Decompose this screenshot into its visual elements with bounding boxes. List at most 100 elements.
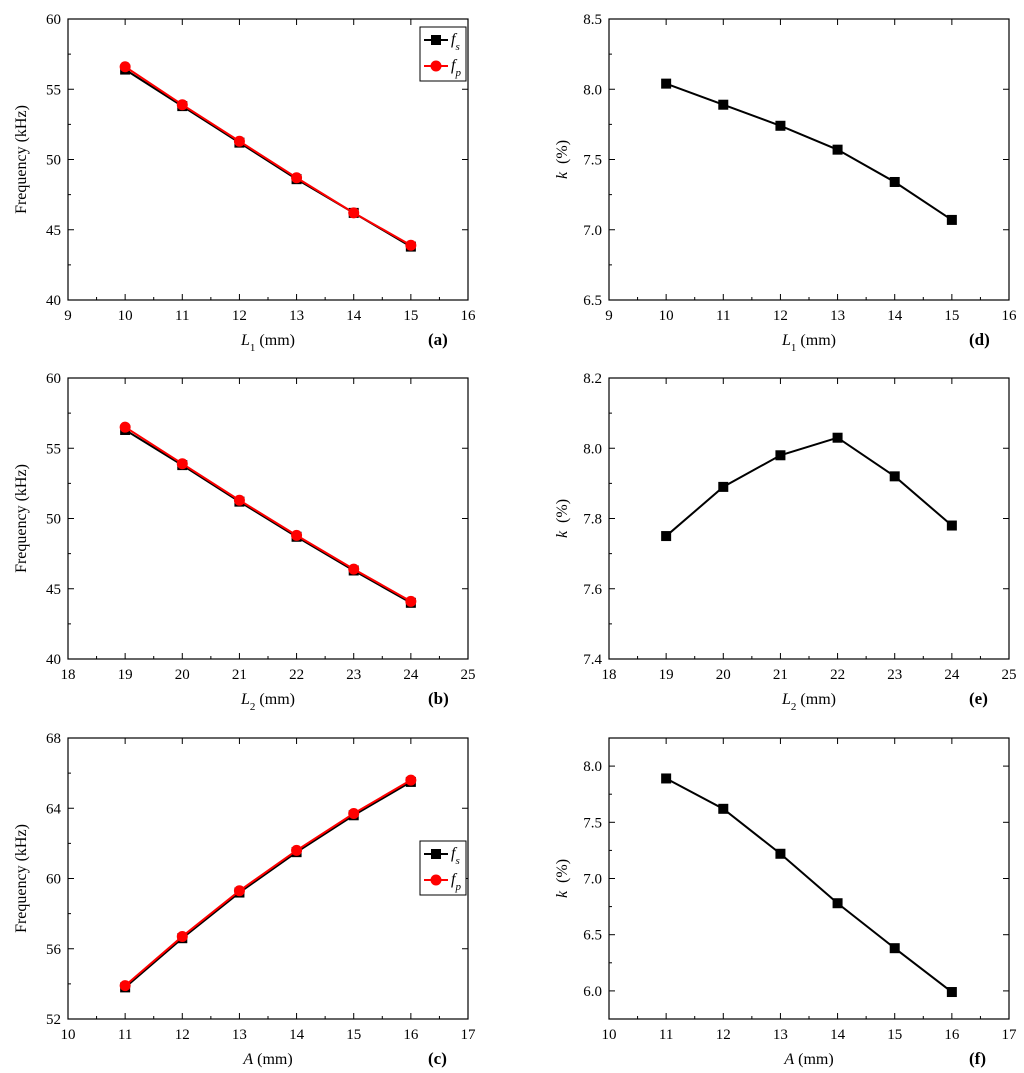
y-axis-title: Frequency (kHz) [13,464,30,573]
y-tick-label: 7.8 [583,512,602,528]
data-point-k [718,481,729,492]
y-tick-label: 64 [46,801,62,817]
x-tick-label: 17 [1002,1027,1018,1043]
y-tick-label: 68 [46,731,61,747]
x-tick-label: 15 [887,1027,902,1043]
data-point-k [661,773,672,784]
data-point-k [661,531,672,542]
data-point-k [946,214,957,225]
x-tick-label: 10 [602,1027,617,1043]
legend-label: fp [451,57,461,79]
series-line-k [665,436,953,537]
y-tick-label: 7.0 [583,872,602,888]
series-line-fp [124,779,412,987]
data-point-fp [405,239,417,251]
y-tick-label: 7.0 [583,223,602,239]
y-tick-label: 45 [46,223,61,239]
x-tick-label: 18 [61,667,76,683]
data-point-fp [233,135,245,147]
y-tick-label: 60 [46,872,61,888]
data-point-fp [176,930,188,942]
y-axis-title: Frequency (kHz) [13,824,30,933]
x-tick-label: 12 [175,1027,190,1043]
x-tick-label: 16 [1002,308,1018,324]
x-axis-title: L1 (mm) [781,332,836,354]
x-tick-label: 14 [346,308,362,324]
data-point-fp [291,844,303,856]
plot-frame [608,377,1010,660]
series-line-k [665,82,953,221]
panel-label: (a) [428,330,448,349]
legend-box [419,840,467,896]
data-point-k [889,471,900,482]
x-tick-label: 16 [944,1027,960,1043]
x-tick-label: 16 [461,308,477,324]
y-tick-label: 40 [46,652,61,668]
legend: fs fp [419,26,467,82]
data-point-fp [291,529,303,541]
x-tick-label: 16 [403,1027,419,1043]
series-line-fs [124,781,412,989]
data-point-k [718,803,729,814]
x-tick-label: 13 [830,308,845,324]
x-tick-label: 20 [716,667,731,683]
x-tick-label: 24 [403,667,419,683]
panel-label: (c) [428,1049,447,1068]
x-tick-label: 13 [773,1027,788,1043]
legend-label: fs [451,845,460,867]
x-tick-label: 13 [289,308,304,324]
x-tick-label: 11 [175,308,189,324]
data-point-fp [405,774,417,786]
panel-label: (d) [969,330,990,349]
y-tick-label: 8.0 [583,82,602,98]
panel-label: (f) [969,1049,986,1068]
y-tick-label: 55 [46,82,61,98]
data-point-k [889,176,900,187]
x-tick-label: 15 [403,308,418,324]
data-point-k [889,943,900,954]
x-tick-label: 21 [773,667,788,683]
x-tick-label: 23 [346,667,361,683]
data-point-fp [233,494,245,506]
x-axis-title: A (mm) [783,1051,833,1068]
panel-d: 9 10 11 12 13 14 15 16 6.5 7.0 7.5 8.0 8.5 L1 (mm) k(%)… [554,12,1017,354]
y-tick-label: 8.2 [583,371,602,387]
x-tick-label: 11 [716,308,730,324]
y-tick-label: 52 [46,1012,61,1028]
y-tick-label: 8.5 [583,12,602,28]
y-tick-label: 7.6 [583,582,602,598]
y-tick-label: 7.5 [583,153,602,169]
panel-label: (b) [428,689,449,708]
data-point-fp [119,61,131,73]
x-tick-label: 10 [659,308,674,324]
x-tick-label: 15 [346,1027,361,1043]
x-tick-label: 22 [830,667,845,683]
x-tick-label: 14 [830,1027,846,1043]
x-tick-label: 15 [944,308,959,324]
y-tick-label: 8.0 [583,759,602,775]
legend-label: fp [451,871,461,893]
y-tick-label: 45 [46,582,61,598]
y-axis-title: Frequency (kHz) [13,105,30,214]
y-tick-label: 50 [46,512,61,528]
data-point-fp [119,421,131,433]
data-point-k [775,848,786,859]
data-point-fp [405,595,417,607]
x-tick-label: 19 [118,667,133,683]
panel-e: 18 19 20 21 22 23 24 25 7.4 7.6 7.8 8.0 8.2 L2 (mm) k(%… [554,371,1017,713]
series-line-fs [124,429,412,604]
legend-marker [430,874,442,886]
panel-f: 10 11 12 13 14 15 16 17 6.0 6.5 7.0 7.5 8.0 A (mm) k(%)… [554,737,1018,1068]
y-tick-label: 6.0 [583,984,602,1000]
data-point-fp [233,885,245,897]
y-tick-label: 8.0 [583,441,602,457]
panel-label: (e) [969,689,988,708]
legend-label: fs [451,31,460,53]
y-axis-title: k(%) [554,140,571,179]
legend-marker [431,849,441,859]
data-point-k [832,432,843,443]
y-tick-label: 40 [46,293,61,309]
x-tick-label: 12 [716,1027,731,1043]
x-tick-label: 22 [289,667,304,683]
data-point-k [946,520,957,531]
